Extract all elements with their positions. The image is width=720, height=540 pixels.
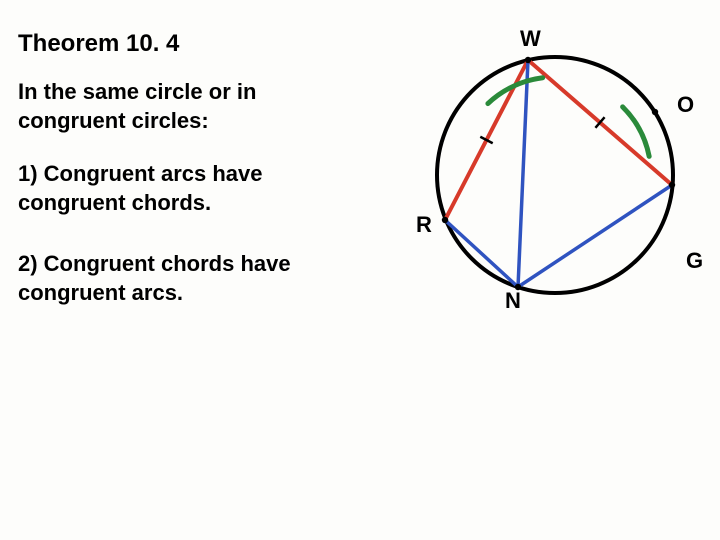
point-label-R: R: [416, 212, 432, 238]
theorem-intro: In the same circle or in congruent circl…: [18, 78, 358, 135]
point-label-W: W: [520, 26, 541, 52]
theorem-title: Theorem 10. 4: [18, 28, 179, 59]
point-label-N: N: [505, 288, 521, 314]
point-label-G: G: [686, 248, 703, 274]
point-label-O: O: [677, 92, 694, 118]
circle-diagram: W O R N G: [400, 20, 710, 330]
diagram-svg: [400, 20, 710, 330]
theorem-item-1: 1) Congruent arcs have congruent chords.: [18, 160, 358, 217]
theorem-item-2: 2) Congruent chords have congruent arcs.: [18, 250, 378, 307]
